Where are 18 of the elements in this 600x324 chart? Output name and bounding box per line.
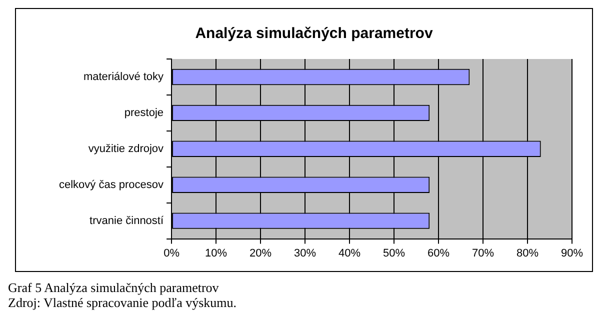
y-tick-label: materiálové toky (83, 71, 164, 84)
x-tick-label: 70% (472, 247, 494, 260)
x-tick-label: 90% (560, 247, 584, 260)
x-tick-label: 40% (338, 247, 361, 260)
y-tick-label: celkový čas procesov (58, 178, 164, 191)
x-tick-label: 0% (164, 247, 180, 260)
x-tick-label: 80% (516, 247, 539, 260)
y-tick-label: využitie zdrojov (88, 142, 164, 155)
x-tick-label: 30% (294, 247, 316, 260)
x-tick-label: 20% (250, 247, 272, 260)
text: Zdroj: Vlastné spracovanie podľa výskumu. (8, 295, 238, 310)
x-tick-label: 60% (428, 247, 450, 260)
text: Graf 5 Analýza simulačných parametrov (8, 280, 220, 295)
y-tick-label: trvanie činností (90, 214, 164, 227)
chart-title: Analýza simulačných parametrov (195, 25, 434, 42)
y-tick-label: prestoje (124, 106, 164, 119)
x-tick-label: 50% (383, 247, 406, 260)
x-tick-label: 10% (205, 247, 228, 260)
